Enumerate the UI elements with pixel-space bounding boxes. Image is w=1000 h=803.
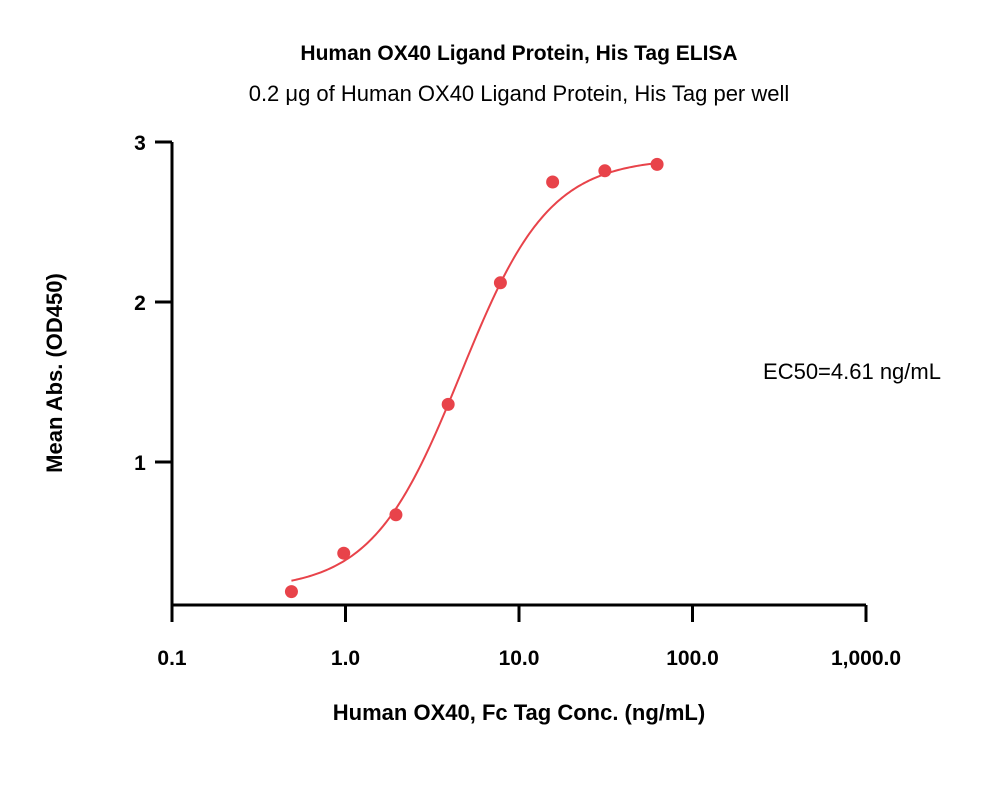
data-points [284,157,664,599]
data-point [337,546,351,560]
x-axis-ticks: 0.1 1.0 10.0 100.0 1,000.0 [157,605,901,670]
y-tick-label: 2 [134,292,146,315]
data-point [493,276,507,290]
y-tick-label: 1 [134,452,146,475]
chart-subtitle: 0.2 μg of Human OX40 Ligand Protein, His… [249,81,790,106]
data-point [441,397,455,411]
y-tick-label: 3 [134,132,146,155]
y-axis-title: Mean Abs. (OD450) [42,273,67,473]
fit-curve [291,162,658,582]
data-point [598,164,612,178]
data-point [284,585,298,599]
data-point [650,157,664,171]
data-point [389,508,403,522]
plot-area: 0.1 1.0 10.0 100.0 1,000.0 1 2 3 [134,132,901,670]
x-tick-label: 100.0 [666,647,719,670]
data-point [546,175,560,189]
x-tick-label: 0.1 [157,647,187,670]
x-tick-label: 10.0 [499,647,540,670]
x-axis-title: Human OX40, Fc Tag Conc. (ng/mL) [333,700,705,725]
x-tick-label: 1,000.0 [831,647,901,670]
ec50-annotation: EC50=4.61 ng/mL [763,359,941,384]
chart-title: Human OX40 Ligand Protein, His Tag ELISA [300,42,737,65]
y-axis-ticks: 1 2 3 [134,132,172,475]
x-tick-label: 1.0 [331,647,360,670]
